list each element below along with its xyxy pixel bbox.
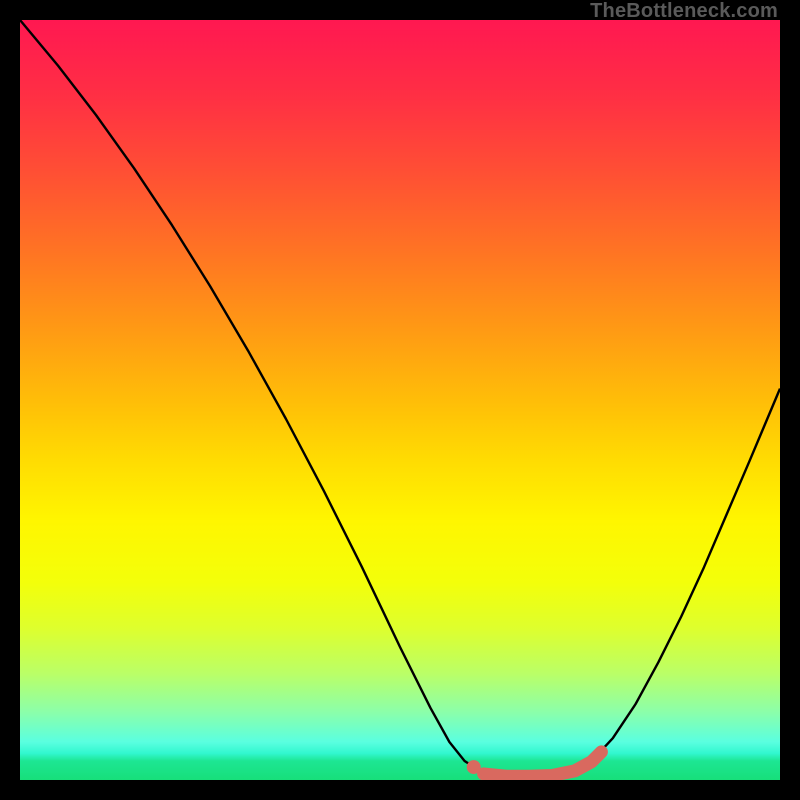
chart-frame: TheBottleneck.com <box>0 0 800 800</box>
plot-svg <box>20 20 780 780</box>
plot-area <box>20 20 780 780</box>
optimal-point-dot <box>467 760 481 774</box>
watermark-text: TheBottleneck.com <box>590 0 778 23</box>
gradient-background <box>20 20 780 780</box>
